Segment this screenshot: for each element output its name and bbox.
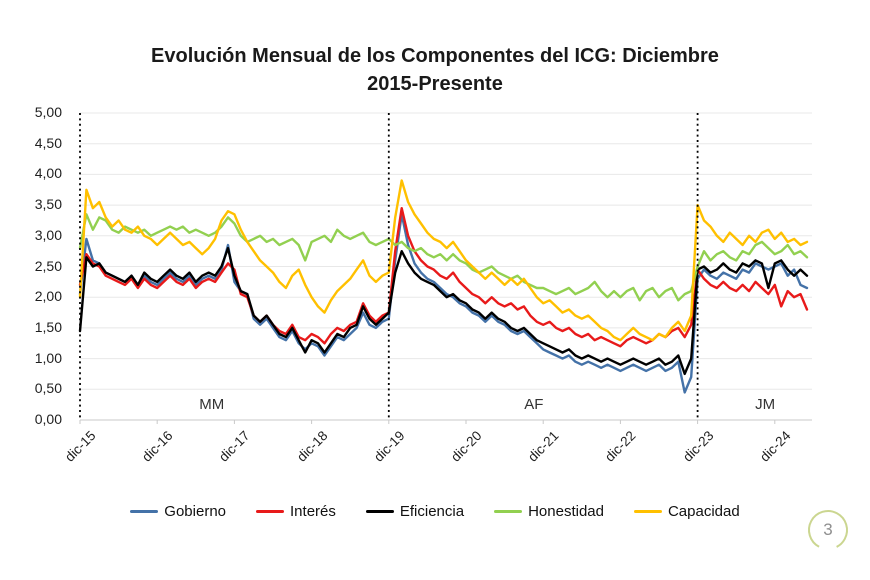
y-tick-label: 4,50 <box>34 134 62 151</box>
legend-label: Honestidad <box>528 503 604 520</box>
y-tick-label: 1,00 <box>34 349 62 366</box>
y-tick-label: 1,50 <box>34 318 62 335</box>
y-tick-label: 5,00 <box>34 104 62 120</box>
chart-title-line1: Evolución Mensual de los Componentes del… <box>151 45 719 67</box>
legend-line-icon <box>633 509 662 514</box>
legend-line-icon <box>130 509 159 514</box>
y-tick-label: 0,00 <box>34 411 62 427</box>
series-line-capacidad <box>78 179 809 342</box>
y-tick-label: 3,50 <box>34 196 62 213</box>
y-tick-label: 2,00 <box>34 288 62 305</box>
chart-title: Evolución Mensual de los Componentes del… <box>85 42 785 98</box>
legend-line-icon <box>365 509 394 514</box>
legend-label: Capacidad <box>667 503 740 520</box>
series-line-gobierno <box>78 213 809 394</box>
legend-item: Honestidad <box>494 503 604 520</box>
legend-label: Interés <box>290 503 336 520</box>
legend-line-icon <box>256 509 285 514</box>
legend: Gobierno Interés Eficiencia Honestidad Capac… <box>0 503 870 520</box>
legend-item: Gobierno <box>130 503 226 520</box>
badge-ring-icon <box>808 510 848 550</box>
legend-line-icon <box>494 509 523 514</box>
y-tick-label: 0,50 <box>34 380 62 397</box>
legend-item: Interés <box>256 503 336 520</box>
chart-title-line2: 2015-Presente <box>367 73 503 95</box>
legend-item: Capacidad <box>633 503 740 520</box>
period-label-mm: MM <box>199 396 225 413</box>
legend-label: Eficiencia <box>399 503 465 520</box>
period-label-jm: JM <box>755 396 776 413</box>
page-number-badge: 3 <box>803 505 853 555</box>
series-line-interes <box>78 206 809 348</box>
series-line-eficiencia <box>78 246 809 376</box>
y-tick-label: 3,00 <box>34 226 62 243</box>
page-number: 3 <box>823 520 833 539</box>
y-tick-label: 2,50 <box>34 257 62 274</box>
legend-label: Gobierno <box>164 503 227 520</box>
y-tick-label: 4,00 <box>34 165 62 182</box>
period-label-af: AF <box>524 396 544 413</box>
legend-item: Eficiencia <box>365 503 465 520</box>
series-line-honestidad <box>78 213 809 302</box>
